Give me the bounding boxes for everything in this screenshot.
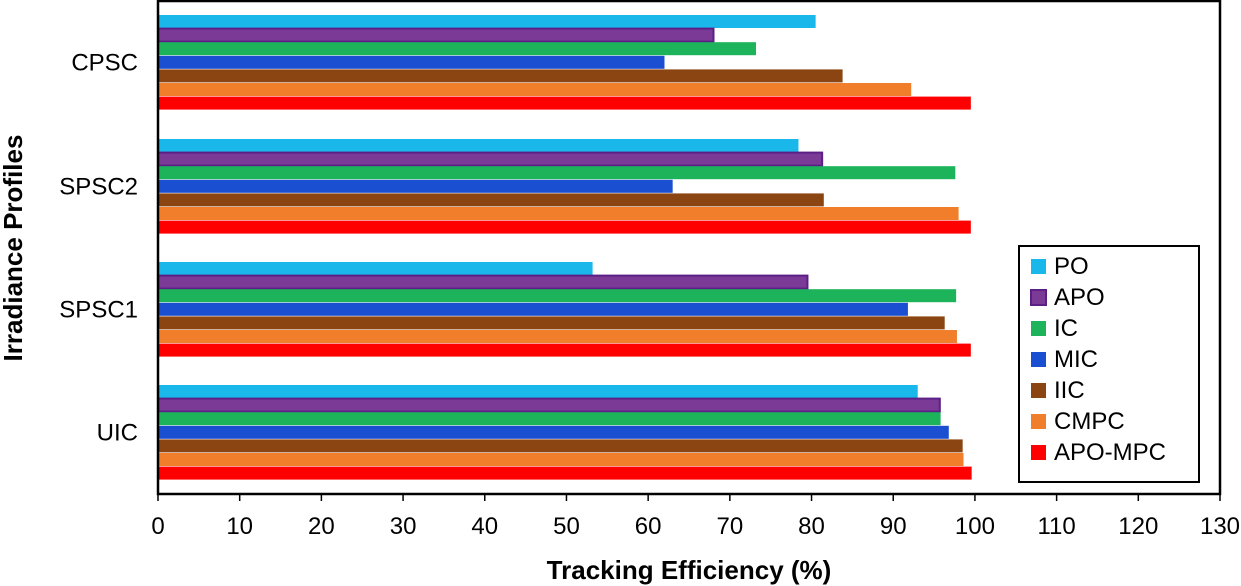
legend-label-ic: IC [1054,315,1078,342]
legend-swatch-apo-mpc [1031,445,1046,460]
bar-spsc2-apo [157,151,824,167]
bar-cpsc-ic [158,42,756,56]
x-tick-label: 100 [955,513,995,540]
bar-uic-ic [158,412,941,426]
bar-uic-mic [158,425,949,439]
bar-spsc2-cmpc [158,207,959,220]
x-tick-label: 30 [390,513,417,540]
legend-label-cmpc: CMPC [1054,408,1125,435]
x-tick-label: 120 [1118,513,1158,540]
legend-label-apo-mpc: APO-MPC [1054,439,1166,466]
legend-swatch-ic [1031,321,1046,336]
x-tick-label: 40 [471,513,498,540]
bar-uic-apo-mpc [158,466,972,480]
bar-spsc2-iic [158,193,824,207]
legend-label-po: PO [1054,253,1089,280]
bar-spsc1-mic [158,302,908,316]
bar-uic-cmpc [158,453,964,466]
bar-spsc2-po [158,139,799,152]
legend-box [1018,245,1200,483]
bar-cpsc-mic [158,55,665,69]
bar-uic-po [158,385,918,398]
x-tick-label: 0 [151,513,164,540]
bar-spsc2-apo-mpc [158,220,971,234]
legend-swatch-po [1031,259,1046,274]
legend-swatch-iic [1031,383,1046,398]
y-category-label: UIC [97,420,138,447]
bar-cpsc-iic [158,69,843,83]
x-tick-label: 80 [798,513,825,540]
bar-cpsc-apo-mpc [158,96,971,110]
bar-spsc1-po [158,262,593,275]
bar-cpsc-po [158,15,816,28]
legend-label-apo: APO [1054,284,1105,311]
x-tick-label: 90 [880,513,907,540]
bar-cpsc-cmpc [158,83,912,96]
bar-spsc2-mic [158,179,673,193]
legend-swatch-mic [1031,352,1046,367]
x-tick-label: 110 [1037,513,1075,540]
x-axis-title: Tracking Efficiency (%) [547,555,832,585]
bars-layer [157,15,972,480]
bar-cpsc-apo [157,27,715,43]
y-axis-categories: CPSC SPSC2 SPSC1 UIC [59,50,138,447]
x-tick-label: 70 [716,513,743,540]
bar-spsc1-iic [158,316,945,330]
y-category-label: SPSC2 [59,174,138,201]
legend-swatch-apo [1030,289,1047,306]
plot-frame [156,0,1222,496]
bar-spsc2-ic [158,166,956,180]
y-axis-title: Irradiance Profiles [0,135,28,362]
x-tick-label: 20 [308,513,335,540]
bar-uic-iic [158,439,963,453]
legend-label-iic: IIC [1054,377,1085,404]
legend-label-mic: MIC [1054,346,1098,373]
x-tick-label: 50 [553,513,580,540]
bar-spsc1-apo-mpc [158,343,971,357]
bar-uic-apo [157,397,941,413]
y-category-label: CPSC [71,50,138,77]
y-category-label: SPSC1 [59,297,138,324]
bar-spsc1-apo [157,274,809,290]
x-tick-label: 130 [1200,513,1240,540]
x-tick-label: 10 [226,513,253,540]
bar-spsc1-ic [158,289,957,303]
legend-swatch-cmpc [1031,414,1046,429]
bar-spsc1-cmpc [158,330,957,343]
legend: PO APO IC MIC IIC CMPC APO-MPC [1018,245,1200,483]
x-axis-ticks: 0 10 20 30 40 50 60 70 80 90 100 110 120 130 [151,494,1240,540]
x-tick-label: 60 [635,513,662,540]
